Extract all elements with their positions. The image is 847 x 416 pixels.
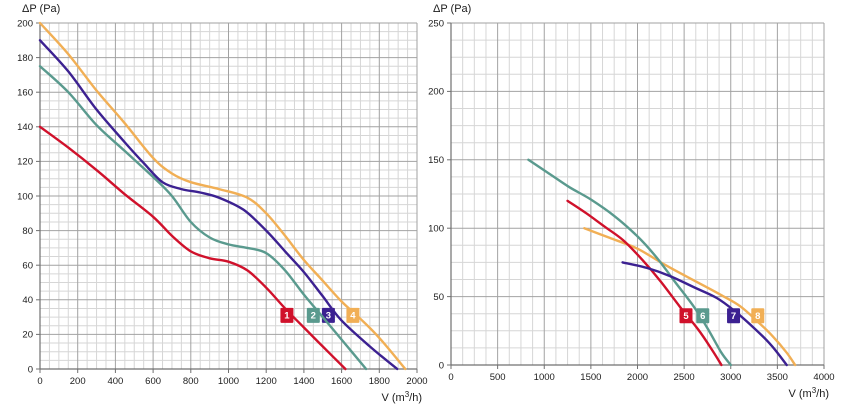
series-badge-digit-4: 4 [350, 311, 356, 322]
y-tick-label: 40 [22, 295, 33, 306]
curve-3-line [38, 39, 399, 371]
series-badge-1 [280, 307, 294, 323]
x-tick-label: 1600 [331, 376, 352, 387]
y-tick-label: 160 [17, 88, 33, 99]
series-badge-2 [306, 307, 320, 323]
x-axis-title: V (m3/h) [381, 390, 422, 404]
x-tick-label: 1000 [534, 372, 555, 383]
y-tick-label: 0 [28, 364, 33, 375]
y-tick-label: 0 [439, 360, 444, 371]
y-tick-label: 150 [428, 155, 444, 166]
series-badge-6 [696, 308, 710, 324]
x-tick-label: 0 [37, 376, 42, 387]
y-tick-label: 50 [433, 292, 444, 303]
y-tick-label: 120 [17, 157, 33, 168]
x-tick-label: 600 [145, 376, 161, 387]
left-fan-curves-grid [39, 22, 418, 370]
x-tick-label: 3000 [720, 372, 741, 383]
y-tick-label: 20 [22, 330, 33, 341]
x-tick-label: 2500 [674, 372, 695, 383]
y-axis-title: ΔP (Pa) [433, 3, 471, 15]
left-fan-curves-badges [280, 307, 360, 323]
x-tick-label: 200 [70, 376, 86, 387]
x-tick-label: 2000 [627, 372, 648, 383]
x-tick-label: 1500 [580, 372, 601, 383]
x-tick-label: 2000 [406, 376, 427, 387]
x-tick-label: 1800 [369, 376, 390, 387]
right-fan-curves-curves [527, 158, 797, 367]
curve-4-line [38, 21, 407, 371]
right-fan-curves-grid [450, 22, 825, 366]
x-tick-label: 1400 [293, 376, 314, 387]
x-tick-label: 1000 [218, 376, 239, 387]
curve-7-line [621, 261, 788, 367]
series-badge-digit-3: 3 [326, 311, 331, 322]
y-tick-label: 180 [17, 53, 33, 64]
x-tick-label: 800 [183, 376, 199, 387]
curve-6-line [527, 158, 732, 367]
x-tick-label: 3500 [767, 372, 788, 383]
series-badge-digit-1: 1 [284, 311, 290, 322]
x-tick-label: 4000 [813, 372, 834, 383]
curve-1-line [38, 125, 347, 371]
x-tick-label: 400 [107, 376, 123, 387]
series-badge-4 [346, 307, 360, 323]
x-axis-title: V (m3/h) [788, 386, 829, 400]
y-tick-label: 140 [17, 122, 33, 133]
y-tick-label: 200 [428, 87, 444, 98]
x-tick-label: 1200 [256, 376, 277, 387]
series-badge-digit-8: 8 [755, 311, 760, 322]
x-tick-label: 0 [448, 372, 453, 383]
y-tick-label: 60 [22, 261, 33, 272]
left-fan-curves-curves [38, 21, 407, 371]
series-badge-digit-5: 5 [683, 311, 689, 322]
y-tick-label: 100 [428, 224, 444, 235]
y-tick-label: 100 [17, 191, 33, 202]
series-badge-digit-2: 2 [311, 311, 316, 322]
curve-2-line [38, 65, 368, 371]
x-tick-label: 500 [490, 372, 506, 383]
series-badge-digit-6: 6 [700, 311, 705, 322]
y-tick-label: 250 [428, 18, 444, 29]
y-axis-title: ΔP (Pa) [22, 3, 60, 15]
series-badge-digit-7: 7 [731, 311, 736, 322]
y-tick-label: 80 [22, 226, 33, 237]
y-tick-label: 200 [17, 18, 33, 29]
